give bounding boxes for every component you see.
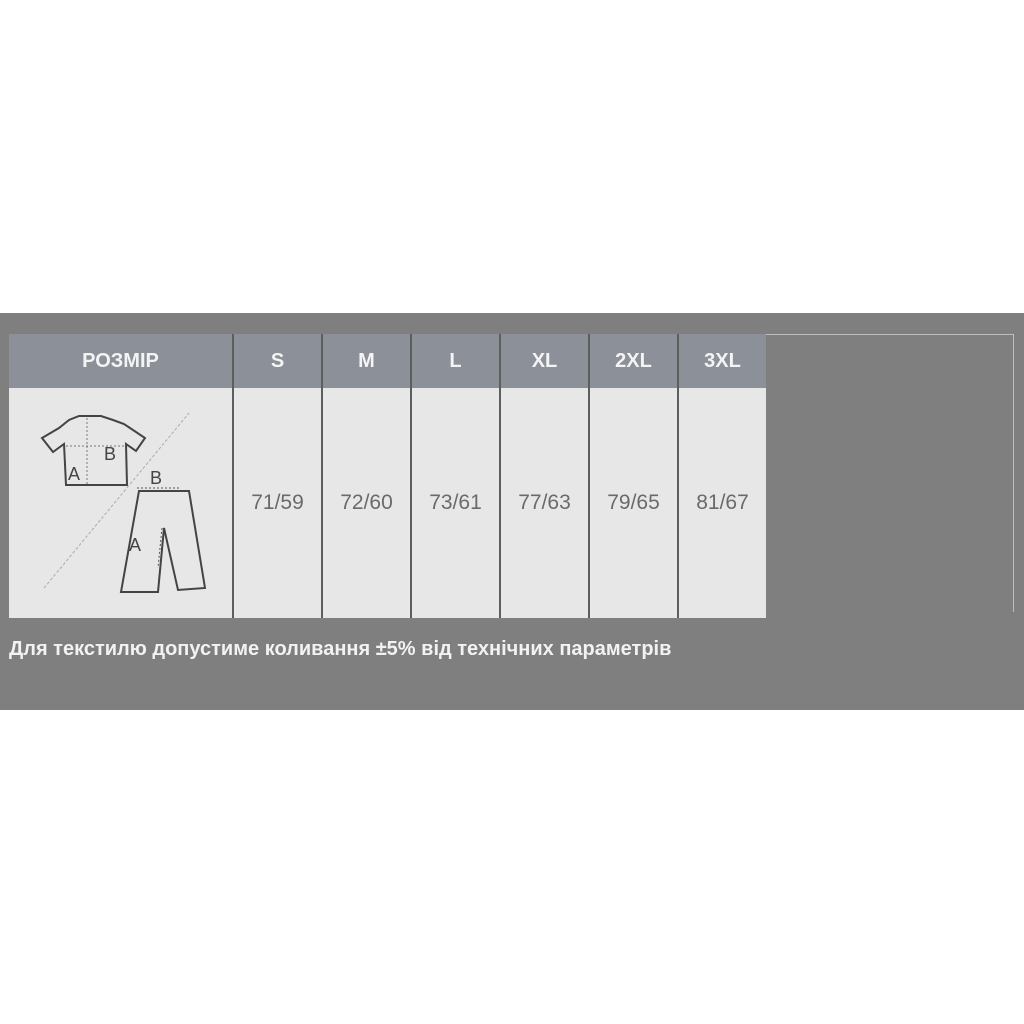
diagram-cell: B A B A xyxy=(9,388,234,618)
value-m: 72/60 xyxy=(322,388,412,618)
header-size-label: РОЗМІР xyxy=(9,334,234,388)
size-table: РОЗМІР S M L XL 2XL 3XL B A B A 71/59 72… xyxy=(9,334,766,618)
tolerance-note: Для текстилю допустиме коливання ±5% від… xyxy=(9,638,672,660)
shirt-label-b: B xyxy=(104,444,116,464)
header-size-2xl: 2XL xyxy=(589,334,679,388)
pants-label-a: A xyxy=(129,535,141,555)
header-row: РОЗМІР S M L XL 2XL 3XL xyxy=(9,334,766,388)
shirt-and-pants-measurement-icon: B A B A xyxy=(40,412,207,593)
value-3xl: 81/67 xyxy=(678,388,766,618)
header-size-l: L xyxy=(411,334,501,388)
table-row: B A B A 71/59 72/60 73/61 77/63 79/65 81… xyxy=(9,388,766,618)
pants-label-b: B xyxy=(150,468,162,488)
header-size-3xl: 3XL xyxy=(678,334,766,388)
header-size-s: S xyxy=(233,334,323,388)
value-s: 71/59 xyxy=(233,388,323,618)
value-2xl: 79/65 xyxy=(589,388,679,618)
header-size-xl: XL xyxy=(500,334,590,388)
value-xl: 77/63 xyxy=(500,388,590,618)
shirt-label-a: A xyxy=(68,464,80,484)
value-l: 73/61 xyxy=(411,388,501,618)
header-size-m: M xyxy=(322,334,412,388)
